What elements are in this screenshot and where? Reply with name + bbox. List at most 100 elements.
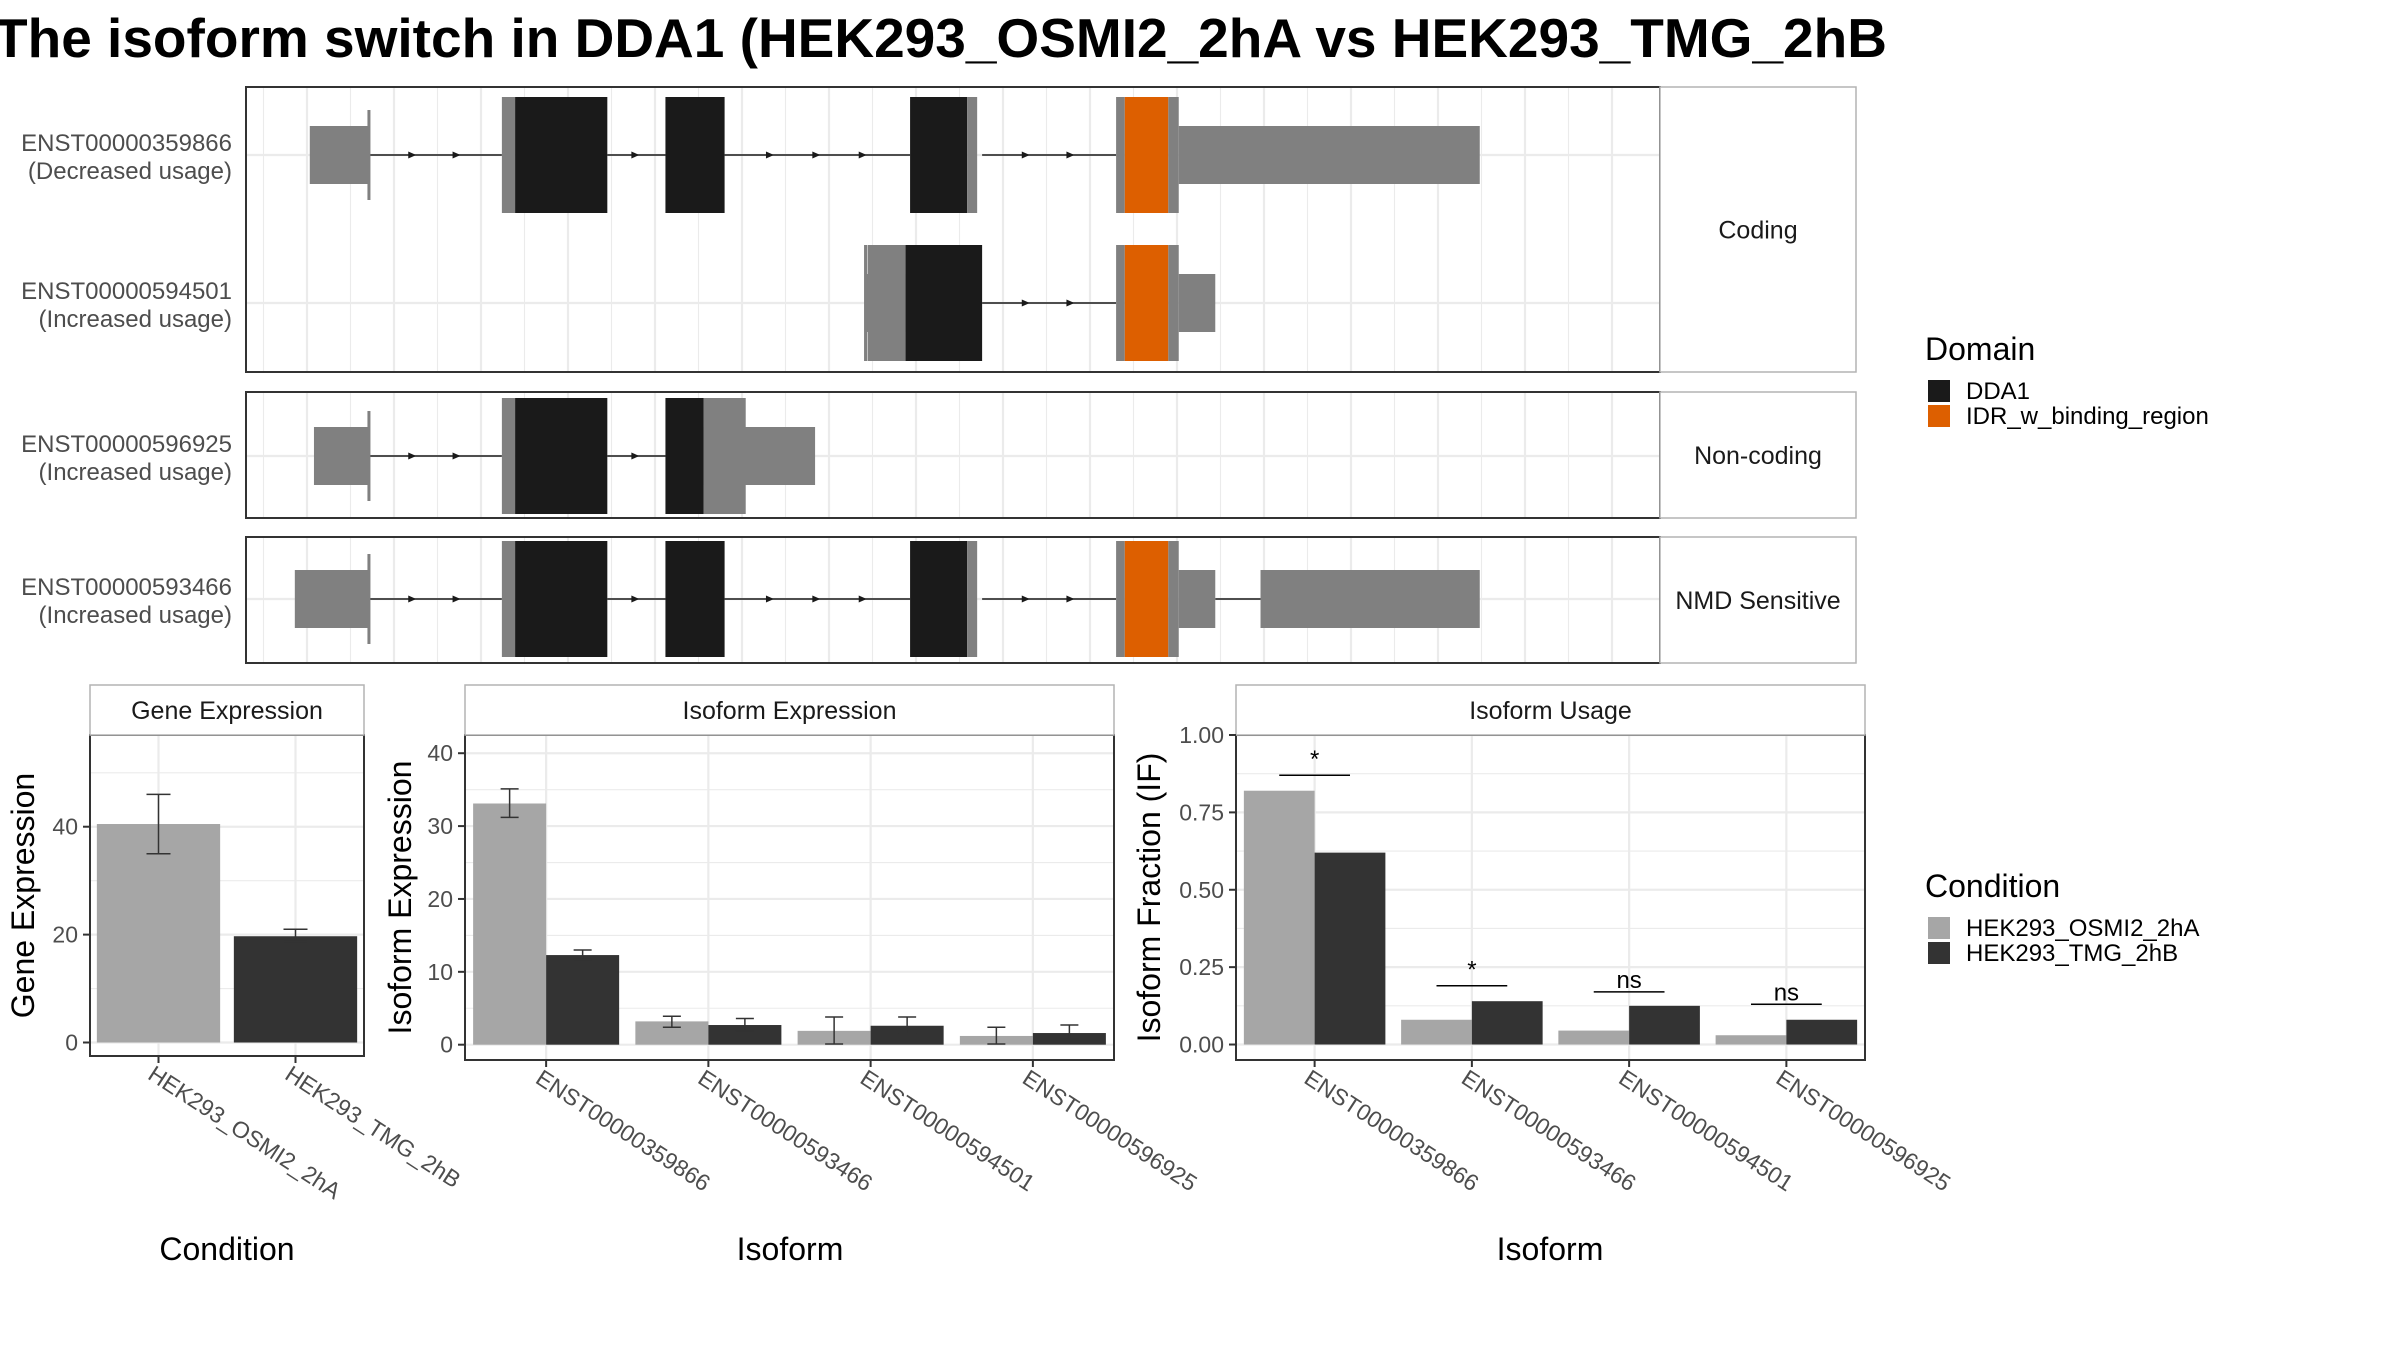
- bar-HEK293_TMG_2hB-ENST00000593466: [1471, 1001, 1543, 1045]
- y-tick-label: 0.00: [1179, 1032, 1224, 1058]
- intron-arrow: [408, 452, 417, 460]
- legend-title: Condition: [1925, 868, 2060, 904]
- exon: [1260, 570, 1480, 628]
- utr-block: [294, 570, 369, 628]
- legend-key: [1928, 380, 1950, 402]
- bar-HEK293_OSMI2_2hA-ENST00000593466: [1401, 1019, 1472, 1045]
- intron-arrow: [812, 595, 821, 603]
- domain-block-dda1: [515, 97, 608, 213]
- intron-arrow: [408, 151, 417, 159]
- exon: [501, 97, 608, 213]
- x-axis-title: Isoform: [737, 1231, 844, 1267]
- domain-block-idr: [1124, 541, 1169, 657]
- transcript-structure-panels: ENST00000359866(Decreased usage)ENST0000…: [21, 86, 1857, 664]
- legend-label: DDA1: [1966, 378, 2030, 405]
- chart-strip: [89, 684, 365, 736]
- significance-label: ns: [1616, 967, 1641, 994]
- chart-strip: [1235, 684, 1866, 736]
- x-tick-label: ENST00000594501: [856, 1064, 1040, 1196]
- intron-arrow: [1021, 595, 1030, 603]
- bar-HEK293_OSMI2_2hA: [96, 824, 221, 1043]
- x-tick-label: ENST00000596925: [1772, 1064, 1956, 1196]
- bar-HEK293_OSMI2_2hA-ENST00000593466: [635, 1021, 709, 1045]
- transcript-usage: (Increased usage): [39, 306, 232, 333]
- utr-block: [867, 245, 906, 361]
- intron-arrow: [452, 595, 461, 603]
- utr-block: [967, 541, 978, 657]
- exon: [309, 110, 371, 200]
- y-tick-label: 0.75: [1179, 799, 1224, 825]
- chart-panel-isoform-expression: Isoform Expression 0 10 20 30 40 ENST000003598…: [382, 684, 1202, 1267]
- y-tick-label: 1.00: [1179, 722, 1224, 748]
- bar-HEK293_TMG_2hB-ENST00000594501: [870, 1025, 944, 1045]
- transcript-ENST00000596925: [313, 398, 816, 514]
- intron-arrow: [765, 151, 774, 159]
- intron-arrow: [452, 452, 461, 460]
- facet-strip-label: Non-coding: [1694, 442, 1822, 470]
- exon: [294, 554, 371, 644]
- domain-block-dda1: [515, 398, 608, 514]
- intron-arrow: [631, 151, 640, 159]
- structure-panel-coding: ENST00000359866(Decreased usage)ENST0000…: [21, 86, 1857, 373]
- transcript-label: ENST00000596925(Increased usage): [21, 431, 232, 486]
- exon: [864, 245, 983, 361]
- y-axis-title: Isoform Expression: [382, 761, 418, 1035]
- utr-block: [1168, 97, 1179, 213]
- utr-block: [309, 126, 369, 184]
- utr-block: [703, 398, 746, 514]
- intron-arrow: [1066, 299, 1075, 307]
- y-tick-label: 30: [427, 813, 453, 839]
- transcript-id: ENST00000594501: [21, 278, 232, 305]
- exon: [665, 541, 725, 657]
- utr-block: [501, 97, 516, 213]
- exon: [665, 97, 725, 213]
- y-axis-title: Isoform Fraction (IF): [1131, 753, 1167, 1043]
- significance-label: ns: [1774, 979, 1799, 1006]
- transcript-label: ENST00000594501(Increased usage): [21, 278, 232, 333]
- transcript-label: ENST00000593466(Increased usage): [21, 574, 232, 629]
- domain-block-dda1: [910, 541, 968, 657]
- intron-arrow: [765, 595, 774, 603]
- y-tick-label: 20: [52, 922, 78, 948]
- bar-HEK293_OSMI2_2hA-ENST00000594501: [1558, 1030, 1630, 1045]
- chart-strip-title: Gene Expression: [131, 697, 323, 725]
- structure-panel-nmd-sensitive: ENST00000593466(Increased usage) NMD Sens…: [21, 536, 1857, 664]
- x-tick-label: ENST00000594501: [1614, 1064, 1798, 1196]
- legend-key: [1928, 942, 1950, 964]
- y-tick-label: 20: [427, 886, 453, 912]
- exon: [501, 398, 608, 514]
- bar-HEK293_TMG_2hB-ENST00000594501: [1629, 1005, 1700, 1045]
- facet-strip-label: Coding: [1718, 217, 1797, 245]
- y-tick-label: 0: [440, 1032, 453, 1058]
- y-tick-label: 0: [65, 1030, 78, 1056]
- transcript-id: ENST00000359866: [21, 130, 232, 157]
- utr-block: [1178, 126, 1480, 184]
- transcript-ENST00000594501: [864, 245, 1216, 361]
- intron-arrow: [631, 595, 640, 603]
- significance-label: *: [1310, 746, 1319, 773]
- domain-block-dda1: [905, 245, 983, 361]
- facet-strip-label: NMD Sensitive: [1675, 587, 1840, 615]
- x-axis-title: Isoform: [1497, 1231, 1604, 1267]
- utr-block: [1168, 245, 1179, 361]
- x-tick-label: ENST00000593466: [1457, 1064, 1641, 1196]
- exon: [1116, 541, 1216, 657]
- exon: [665, 398, 816, 514]
- figure-title: The isoform switch in DDA1 (HEK293_OSMI2…: [0, 7, 1887, 69]
- chart-strip: [464, 684, 1115, 736]
- utr-block: [501, 398, 516, 514]
- legend-key: [1928, 917, 1950, 939]
- legend-label: HEK293_OSMI2_2hA: [1966, 915, 2199, 942]
- intron-arrow: [1021, 299, 1030, 307]
- intron-arrow: [858, 151, 867, 159]
- intron-arrow: [408, 595, 417, 603]
- transcript-usage: (Increased usage): [39, 602, 232, 629]
- bar-HEK293_TMG_2hB-ENST00000359866: [546, 955, 620, 1045]
- facet-strip: [1659, 86, 1857, 373]
- bar-HEK293_TMG_2hB-ENST00000596925: [1786, 1019, 1858, 1045]
- utr-block: [313, 427, 369, 485]
- intron-arrow: [812, 151, 821, 159]
- domain-block-dda1: [910, 97, 968, 213]
